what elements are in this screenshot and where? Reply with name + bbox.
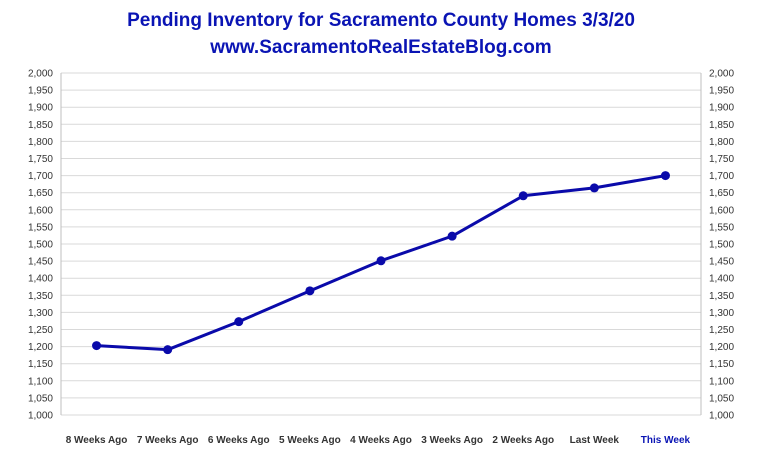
y-tick-label-left: 1,800 (28, 137, 53, 148)
data-point (92, 341, 102, 351)
y-tick-label-left: 1,050 (28, 393, 53, 404)
x-tick-label: 3 Weeks Ago (421, 435, 483, 446)
x-tick-label: 4 Weeks Ago (350, 435, 412, 446)
y-tick-label-right: 1,050 (709, 393, 734, 404)
y-tick-label-right: 1,150 (709, 359, 734, 370)
y-tick-label-right: 1,800 (709, 137, 734, 148)
x-tick-label: 2 Weeks Ago (492, 435, 554, 446)
y-tick-label-right: 1,900 (709, 103, 734, 114)
y-tick-label-left: 1,150 (28, 359, 53, 370)
chart-title: Pending Inventory for Sacramento County … (127, 10, 635, 31)
y-tick-label-left: 1,900 (28, 103, 53, 114)
y-tick-label-left: 1,700 (28, 171, 53, 182)
data-point (163, 345, 173, 355)
x-tick-label: Last Week (570, 435, 620, 446)
y-tick-label-right: 1,000 (709, 411, 734, 422)
y-tick-label-left: 1,600 (28, 205, 53, 216)
y-tick-label-right: 1,350 (709, 291, 734, 302)
data-point (305, 286, 315, 296)
y-tick-label-right: 1,250 (709, 325, 734, 336)
y-tick-label-left: 1,350 (28, 291, 53, 302)
data-point (234, 317, 244, 327)
y-tick-label-left: 1,250 (28, 325, 53, 336)
y-tick-label-right: 1,200 (709, 342, 734, 353)
y-tick-label-left: 2,000 (28, 69, 53, 80)
y-tick-label-left: 1,450 (28, 257, 53, 268)
y-tick-label-left: 1,650 (28, 188, 53, 199)
y-tick-label-left: 1,950 (28, 86, 53, 97)
y-tick-label-right: 2,000 (709, 69, 734, 80)
chart-subtitle: www.SacramentoRealEstateBlog.com (210, 37, 552, 58)
y-tick-label-right: 1,500 (709, 240, 734, 251)
y-tick-label-right: 1,950 (709, 86, 734, 97)
x-tick-label: 5 Weeks Ago (279, 435, 341, 446)
y-tick-label-right: 1,300 (709, 308, 734, 319)
y-tick-label-left: 1,550 (28, 222, 53, 233)
y-tick-label-right: 1,600 (709, 205, 734, 216)
y-tick-label-right: 1,750 (709, 154, 734, 165)
y-tick-label-right: 1,400 (709, 274, 734, 285)
y-tick-label-left: 1,100 (28, 376, 53, 387)
y-tick-label-left: 1,500 (28, 240, 53, 251)
y-tick-label-left: 1,850 (28, 120, 53, 131)
y-tick-label-right: 1,450 (709, 257, 734, 268)
x-tick-label: 8 Weeks Ago (66, 435, 128, 446)
y-tick-label-left: 1,000 (28, 411, 53, 422)
data-point (518, 191, 528, 201)
x-tick-label: 6 Weeks Ago (208, 435, 270, 446)
y-tick-label-right: 1,550 (709, 222, 734, 233)
data-point (447, 231, 457, 241)
y-tick-label-right: 1,850 (709, 120, 734, 131)
data-point (660, 171, 670, 181)
data-point (376, 256, 386, 266)
y-tick-label-right: 1,650 (709, 188, 734, 199)
y-tick-label-left: 1,200 (28, 342, 53, 353)
data-point (589, 183, 599, 193)
y-tick-label-left: 1,750 (28, 154, 53, 165)
y-tick-label-right: 1,700 (709, 171, 734, 182)
y-tick-label-left: 1,300 (28, 308, 53, 319)
x-tick-label: This Week (641, 435, 691, 446)
y-tick-label-right: 1,100 (709, 376, 734, 387)
x-tick-label: 7 Weeks Ago (137, 435, 199, 446)
y-tick-label-left: 1,400 (28, 274, 53, 285)
